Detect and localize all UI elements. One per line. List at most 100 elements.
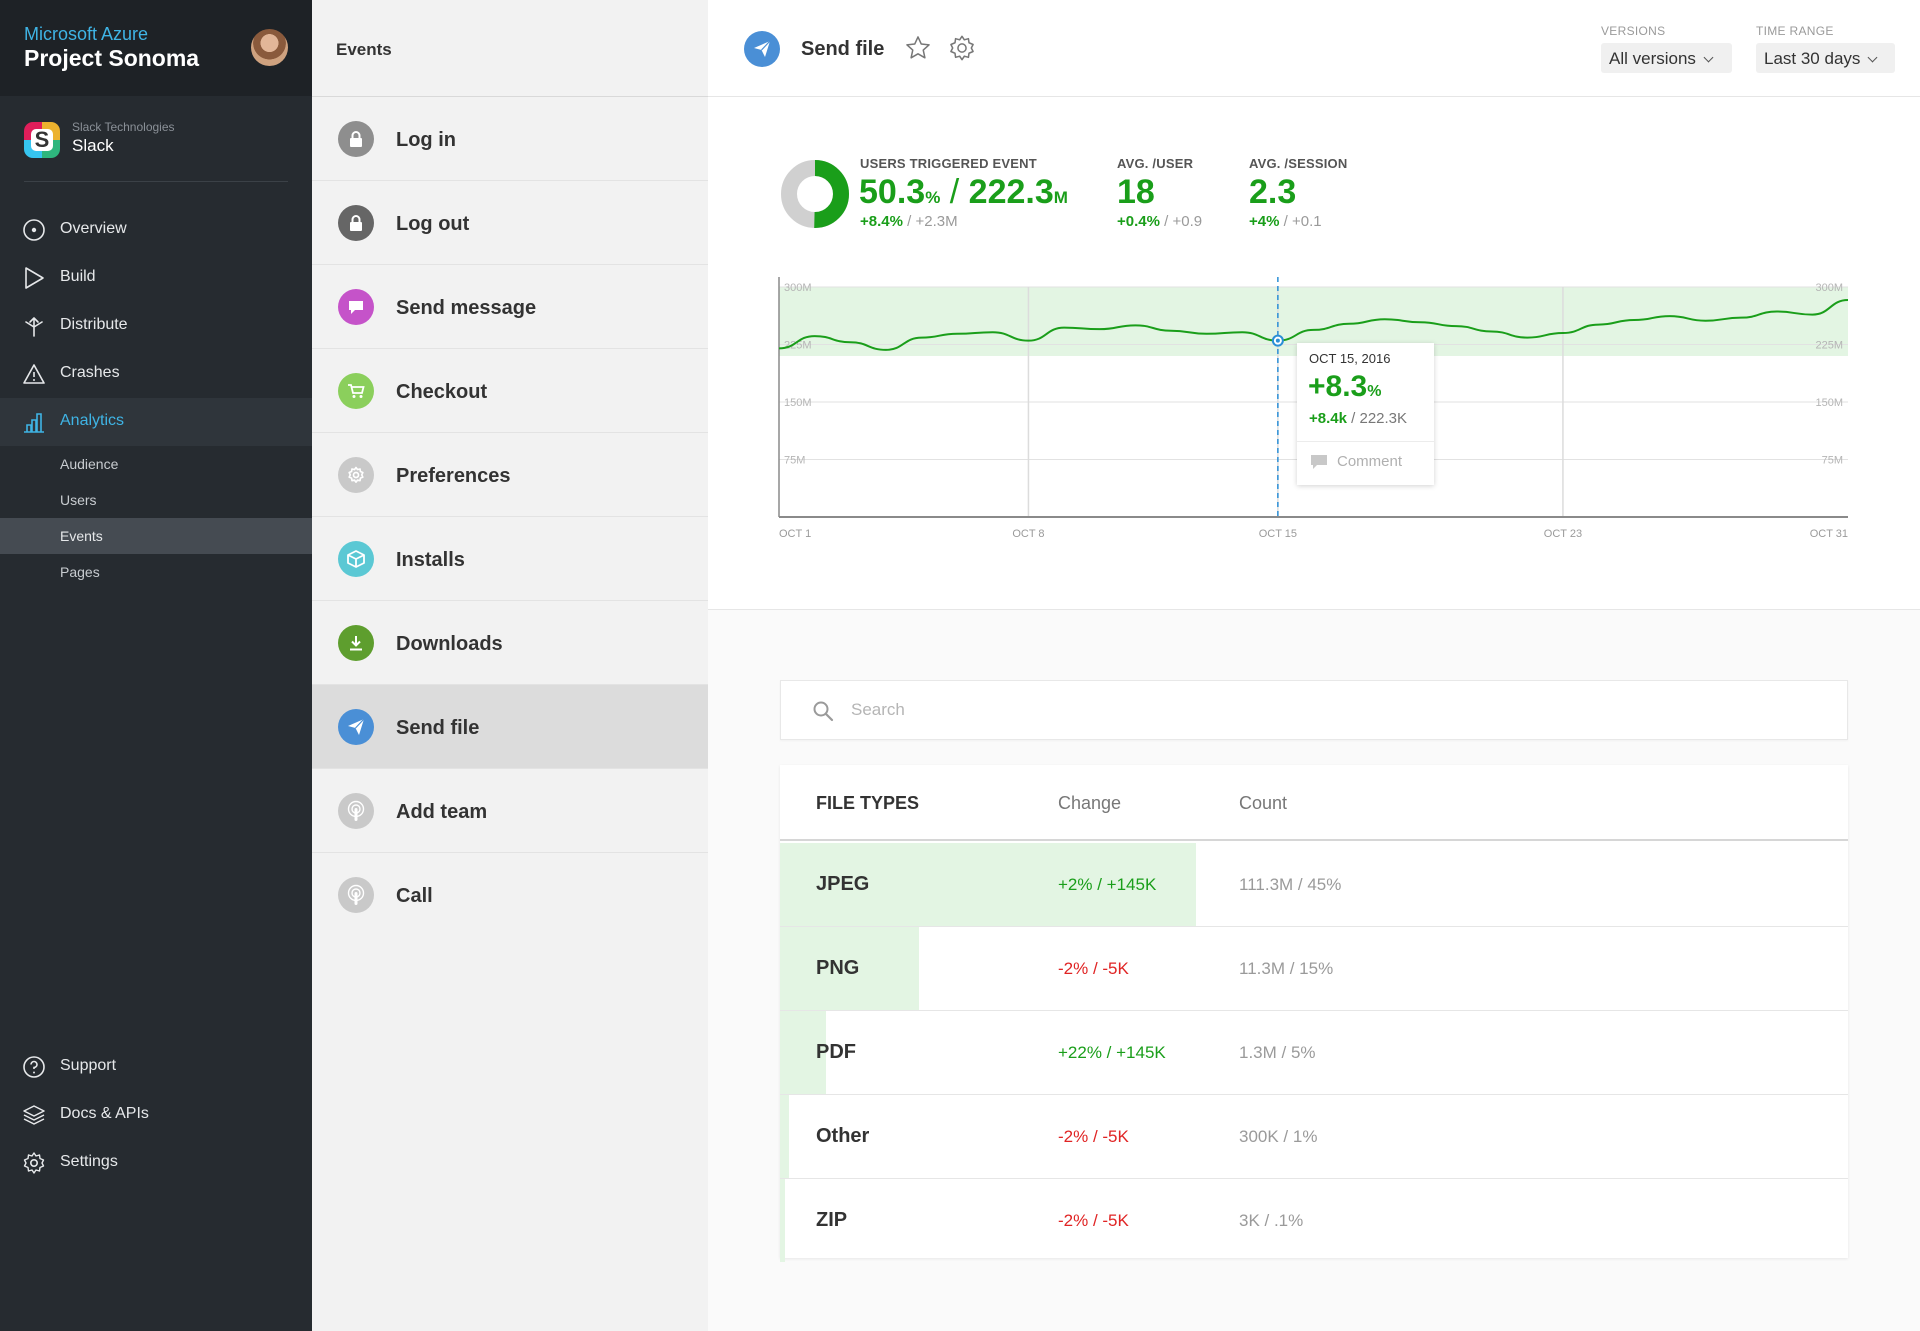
- avg-user-value: 18: [1117, 173, 1155, 211]
- settings-icon: [23, 1152, 45, 1174]
- sidebar-item-distribute[interactable]: Distribute: [0, 302, 312, 350]
- x-tick-label: OCT 8: [1012, 528, 1044, 540]
- versions-label: VERSIONS: [1601, 24, 1666, 38]
- file-type-change: -2% / -5K: [1058, 1127, 1129, 1146]
- event-label: Call: [396, 885, 433, 907]
- file-type-name: PNG: [816, 957, 860, 979]
- x-tick-label: OCT 1: [779, 528, 811, 540]
- search-bar: [780, 680, 1848, 740]
- search-icon: [813, 701, 834, 722]
- event-item-preferences[interactable]: Preferences: [312, 433, 708, 517]
- sidebar-item-settings[interactable]: Settings: [0, 1139, 312, 1187]
- chevron-down-icon: [1703, 52, 1714, 63]
- sidebar-item-support[interactable]: Support: [0, 1043, 312, 1091]
- event-label: Preferences: [396, 465, 511, 487]
- analytics-icon: [24, 413, 44, 433]
- event-item-downloads[interactable]: Downloads: [312, 601, 708, 685]
- file-types-table: FILE TYPES Change Count JPEG +2% / +145K…: [780, 765, 1848, 1262]
- sidebar-subitem-label: Events: [60, 528, 103, 544]
- column-header-file-types[interactable]: FILE TYPES: [816, 793, 920, 813]
- table-row[interactable]: ZIP -2% / -5K 3K / .1%: [780, 1179, 1848, 1263]
- send-icon: [338, 709, 374, 745]
- page-title: Send file: [801, 38, 885, 60]
- file-type-change: -2% / -5K: [1058, 959, 1129, 978]
- slack-logo-icon[interactable]: S: [24, 122, 60, 158]
- app-organization: Slack Technologies: [72, 120, 175, 134]
- event-item-log-in[interactable]: Log in: [312, 97, 708, 181]
- chevron-down-icon: [1867, 52, 1878, 63]
- comment-button[interactable]: Comment: [1337, 453, 1403, 470]
- file-type-count: 1.3M / 5%: [1239, 1043, 1316, 1062]
- file-type-count: 11.3M / 15%: [1239, 959, 1334, 978]
- event-item-log-out[interactable]: Log out: [312, 181, 708, 265]
- sidebar-subitem-events[interactable]: Events: [0, 518, 312, 554]
- column-header-count[interactable]: Count: [1239, 793, 1288, 813]
- share-bar: [780, 927, 919, 1010]
- versions-value: All versions: [1609, 49, 1696, 68]
- event-item-send-file[interactable]: Send file: [312, 685, 708, 769]
- sidebar-item-crashes[interactable]: Crashes: [0, 350, 312, 398]
- sidebar-subitem-audience[interactable]: Audience: [0, 446, 312, 482]
- stats-panel: USERS TRIGGERED EVENT 50.3% / 222.3M +8.…: [708, 97, 1920, 610]
- share-bar: [780, 1179, 785, 1262]
- y-tick-label: 150M: [1815, 397, 1843, 409]
- sidebar-divider: [24, 181, 288, 182]
- star-icon[interactable]: [904, 34, 932, 62]
- sidebar-item-label: Settings: [60, 1153, 118, 1170]
- event-label: Add team: [396, 801, 488, 823]
- event-header: Send file VERSIONS All versions TIME RAN…: [708, 0, 1920, 97]
- tooltip-divider: [1297, 441, 1434, 442]
- column-header-change[interactable]: Change: [1058, 793, 1122, 813]
- avatar[interactable]: [251, 29, 288, 66]
- sidebar-item-label: Analytics: [60, 412, 125, 429]
- sidebar-subitem-label: Users: [60, 492, 97, 508]
- tooltip-delta: +8.4k / 222.3K: [1309, 410, 1408, 427]
- y-tick-label: 150M: [784, 397, 812, 409]
- lock-icon: [338, 121, 374, 157]
- sidebar-item-label: Overview: [60, 220, 127, 237]
- file-type-name: ZIP: [816, 1209, 848, 1231]
- build-icon: [25, 267, 44, 289]
- app-name[interactable]: Slack: [72, 136, 114, 155]
- versions-dropdown[interactable]: All versions: [1601, 43, 1732, 73]
- table-row[interactable]: JPEG +2% / +145K 111.3M / 45%: [780, 843, 1848, 927]
- sidebar-item-overview[interactable]: Overview: [0, 206, 312, 254]
- event-item-installs[interactable]: Installs: [312, 517, 708, 601]
- share-bar: [780, 1095, 789, 1178]
- sidebar-item-docs[interactable]: Docs & APIs: [0, 1091, 312, 1139]
- search-input[interactable]: [851, 695, 1751, 725]
- table-row[interactable]: Other -2% / -5K 300K / 1%: [780, 1095, 1848, 1179]
- events-list: Events Log in Log out Send message Check…: [312, 0, 708, 1331]
- time-range-dropdown[interactable]: Last 30 days: [1756, 43, 1895, 73]
- event-label: Installs: [396, 549, 465, 571]
- event-item-add-team[interactable]: Add team: [312, 769, 708, 853]
- y-tick-label: 225M: [784, 340, 812, 352]
- event-item-call[interactable]: Call: [312, 853, 708, 937]
- users-triggered-label: USERS TRIGGERED EVENT: [860, 156, 1037, 171]
- avg-user-delta: +0.4% / +0.9: [1117, 213, 1203, 230]
- sidebar-item-label: Crashes: [60, 364, 120, 381]
- highlight-point-center: [1275, 338, 1280, 343]
- sidebar-subitem-users[interactable]: Users: [0, 482, 312, 518]
- table-row[interactable]: PNG -2% / -5K 11.3M / 15%: [780, 927, 1848, 1011]
- sidebar-item-analytics[interactable]: Analytics: [0, 398, 312, 446]
- users-triggered-delta: +8.4% / +2.3M: [860, 213, 958, 230]
- file-type-name: Other: [816, 1125, 870, 1147]
- line-chart: 300M 300M 225M 225M 150M 150M 75M 75M OCT 1 OCT 8…: [778, 277, 1849, 540]
- events-header: Events: [312, 0, 708, 97]
- table-row[interactable]: PDF +22% / +145K 1.3M / 5%: [780, 1011, 1848, 1095]
- series-line: [778, 299, 1849, 351]
- sidebar-item-build[interactable]: Build: [0, 254, 312, 302]
- avg-user-label: AVG. /USER: [1117, 156, 1194, 171]
- gear-icon[interactable]: [948, 34, 976, 62]
- event-item-checkout[interactable]: Checkout: [312, 349, 708, 433]
- event-item-send-message[interactable]: Send message: [312, 265, 708, 349]
- sidebar-item-label: Distribute: [60, 316, 128, 333]
- x-tick-label: OCT 23: [1544, 528, 1582, 540]
- sidebar-subitem-label: Pages: [60, 564, 100, 580]
- table-header: FILE TYPES Change Count: [780, 765, 1848, 841]
- overview-icon: [23, 219, 45, 241]
- sidebar-item-label: Build: [60, 268, 96, 285]
- sidebar-subitem-pages[interactable]: Pages: [0, 554, 312, 590]
- brand-title[interactable]: Project Sonoma: [24, 45, 200, 71]
